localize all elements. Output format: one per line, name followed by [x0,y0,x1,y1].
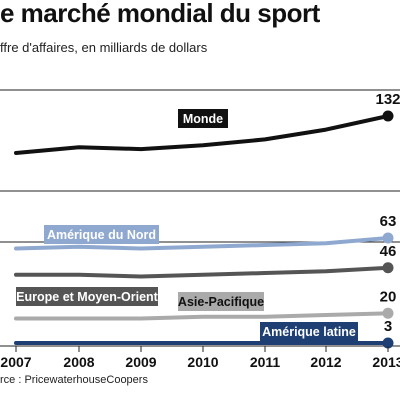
chart-subtitle: ffre d'affaires, en milliards de dollars [0,40,208,55]
data-point-monde-2013 [382,110,394,122]
legend-box-monde [178,109,228,128]
legend-label-amerique-du-nord: Amérique du Nord [47,228,156,242]
legend-label-amerique-latine: Amérique latine [262,325,356,339]
end-value-amerique-latine: 3 [384,318,392,335]
x-tick-label-2012: 2012 [310,354,341,370]
data-point-asie-pacifique-2013 [382,307,394,319]
data-point-amerique-du-nord-2013 [382,232,394,244]
end-value-asie-pacifique: 20 [380,288,397,305]
x-tick-label-2013: 2013 [372,354,400,370]
end-value-europe-moyen-orient: 46 [380,243,397,260]
legend-label-monde: Monde [183,112,223,126]
series-line-asie-pacifique [14,311,390,321]
data-point-amerique-latine-2013 [382,337,394,349]
legend-box-amerique-latine [260,322,358,341]
legend-label-asie-pacifique: Asie-Pacifique [178,295,264,309]
x-tick-label-2009: 2009 [125,354,156,370]
series-line-europe-moyen-orient [14,265,390,279]
end-value-amerique-du-nord: 63 [380,213,397,230]
data-point-europe-moyen-orient-2013 [382,262,394,274]
x-tick-label-2008: 2008 [63,354,94,370]
legend-box-amerique-du-nord [44,225,159,244]
x-tick-label-2007: 2007 [0,354,31,370]
legend-box-europe-moyen-orient [16,287,158,306]
legend-label-europe-moyen-orient: Europe et Moyen-Orient [16,290,159,304]
legend-box-asie-pacifique [178,292,264,311]
x-tick-label-2010: 2010 [187,354,218,370]
x-tick-label-2011: 2011 [250,354,281,370]
end-value-monde: 132 [375,91,400,108]
chart-source: rce : PricewaterhouseCoopers [0,374,148,386]
chart-title: e marché mondial du sport [0,0,320,28]
